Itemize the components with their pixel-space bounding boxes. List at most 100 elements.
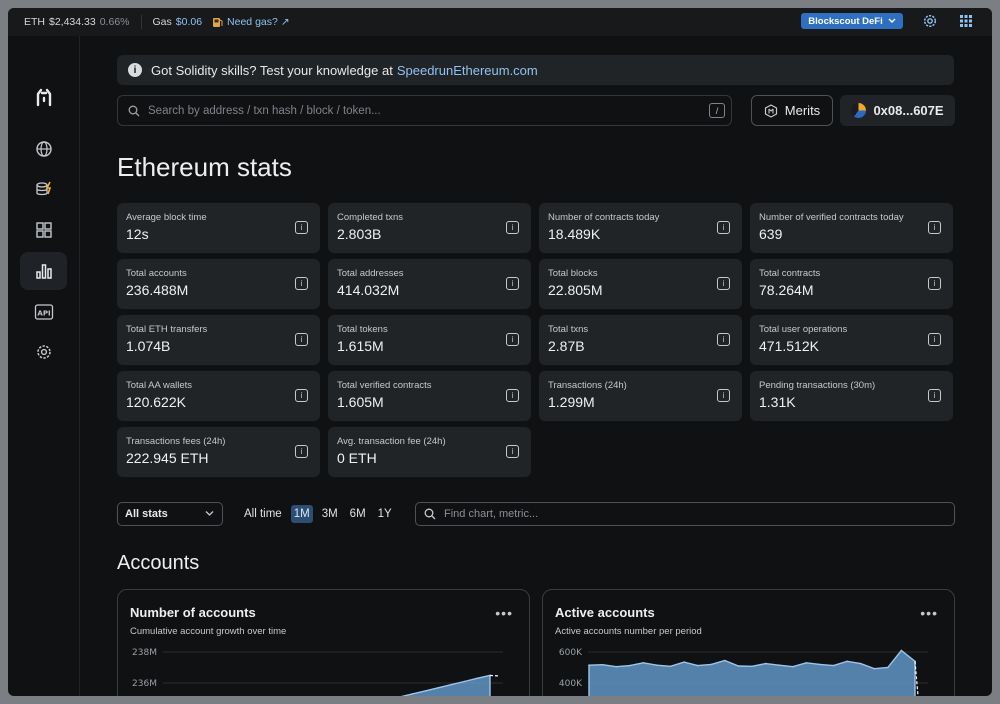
data-point <box>846 660 848 663</box>
stat-card: Completed txns 2.803B i <box>328 203 531 253</box>
chart-card-accounts[interactable]: 238M236MBlockscout Number of accounts Cu… <box>117 589 530 696</box>
merits-label: Merits <box>784 103 821 118</box>
chevron-down-icon <box>888 18 896 23</box>
data-point <box>724 659 726 662</box>
stat-value: 222.945 ETH <box>126 450 209 466</box>
gear-icon[interactable] <box>20 333 67 371</box>
stat-label: Total tokens <box>337 324 388 335</box>
stat-label: Transactions fees (24h) <box>126 436 226 447</box>
select-value: All stats <box>125 508 168 520</box>
stat-label: Total user operations <box>759 324 848 335</box>
api-icon[interactable]: API <box>20 293 67 331</box>
incomplete-period-line <box>489 674 501 677</box>
globe-icon[interactable] <box>20 130 67 168</box>
stat-card: Transactions fees (24h) 222.945 ETH i <box>117 427 320 477</box>
period-tab[interactable]: 1Y <box>377 508 392 520</box>
search-input[interactable] <box>148 104 688 117</box>
data-point <box>710 663 713 666</box>
stat-value: 1.074B <box>126 338 171 354</box>
wallet-button[interactable]: 0x08...607E <box>840 95 955 126</box>
stat-label: Avg. transaction fee (24h) <box>337 436 446 447</box>
area-series <box>400 674 491 696</box>
incomplete-period-line <box>914 661 919 696</box>
info-icon[interactable]: i <box>506 221 519 234</box>
search-icon <box>424 508 436 520</box>
chart-menu-button[interactable]: ••• <box>495 605 513 621</box>
data-point <box>588 664 590 666</box>
data-point <box>412 693 414 695</box>
info-icon[interactable]: i <box>717 389 730 402</box>
stat-label: Total blocks <box>548 268 598 279</box>
find-chart-input[interactable] <box>444 508 924 520</box>
period-tab[interactable]: 6M <box>349 508 366 520</box>
stat-card: Total verified contracts 1.605M i <box>328 371 531 421</box>
stat-label: Total contracts <box>759 268 821 279</box>
stat-card: Total addresses 414.032M i <box>328 259 531 309</box>
find-chart-field[interactable] <box>415 502 955 526</box>
data-point <box>615 665 617 668</box>
data-point <box>805 662 808 664</box>
chart-icon[interactable] <box>20 252 67 290</box>
chart-title: Number of accounts <box>130 605 256 620</box>
y-tick-label: 600K <box>559 648 583 658</box>
stat-card: Number of contracts today 18.489K i <box>539 203 742 253</box>
eth-label: ETH <box>24 16 45 28</box>
period-tab[interactable]: All time <box>244 508 282 520</box>
info-icon[interactable]: i <box>295 445 308 458</box>
search-icon <box>128 105 140 116</box>
coins-icon[interactable] <box>20 170 67 208</box>
stat-card: Total user operations 471.512K i <box>750 315 953 365</box>
info-icon[interactable]: i <box>295 333 308 346</box>
merits-button[interactable]: Merits <box>751 95 833 126</box>
divider <box>140 15 142 29</box>
logo-icon[interactable] <box>20 78 67 116</box>
svg-text:API: API <box>37 310 50 318</box>
gas-price[interactable]: $0.06 <box>175 16 203 28</box>
grid-icon[interactable] <box>20 211 67 249</box>
stat-label: Number of verified contracts today <box>759 212 904 223</box>
info-icon[interactable]: i <box>717 277 730 290</box>
period-tab[interactable]: 3M <box>321 508 338 520</box>
stat-value: 1.31K <box>759 394 796 410</box>
info-icon[interactable]: i <box>717 333 730 346</box>
gas-label: Gas <box>152 16 172 28</box>
stat-value: 2.803B <box>337 226 382 242</box>
stat-card: Total txns 2.87B i <box>539 315 742 365</box>
stat-card: Average block time 12s i <box>117 203 320 253</box>
info-icon[interactable]: i <box>928 389 941 402</box>
y-tick-label: 400K <box>559 679 583 689</box>
info-icon[interactable]: i <box>295 221 308 234</box>
stats-category-select[interactable]: All stats <box>117 502 223 526</box>
info-icon[interactable]: i <box>717 221 730 234</box>
search-bar[interactable]: / <box>117 95 732 126</box>
chart-menu-button[interactable]: ••• <box>920 605 938 621</box>
stat-label: Total txns <box>548 324 589 335</box>
chart-card-active-accounts[interactable]: 600K400KBlockscout Active accounts Activ… <box>542 589 955 696</box>
info-icon[interactable]: i <box>928 221 941 234</box>
chart-title: Active accounts <box>555 605 655 620</box>
info-icon[interactable]: i <box>295 277 308 290</box>
apps-grid-icon[interactable] <box>958 13 974 29</box>
info-icon[interactable]: i <box>295 389 308 402</box>
period-tab[interactable]: 1M <box>290 505 313 523</box>
info-icon[interactable]: i <box>928 333 941 346</box>
info-icon[interactable]: i <box>506 333 519 346</box>
data-point <box>832 664 835 667</box>
app-window: ETH $2,434.33 0.66% Gas $0.06 Need gas? … <box>8 8 992 696</box>
stat-value: 0 ETH <box>337 450 377 466</box>
chart-filters: All stats All time 1M 3M 6M 1Y <box>117 502 955 527</box>
banner-link[interactable]: SpeedrunEthereum.com <box>396 62 538 78</box>
external-link-icon: ↗ <box>280 16 290 28</box>
need-gas-link[interactable]: Need gas? <box>227 16 278 28</box>
network-button[interactable]: Blockscout DeFi <box>801 13 903 29</box>
stat-value: 2.87B <box>548 338 585 354</box>
merits-icon <box>764 103 777 118</box>
info-icon[interactable]: i <box>506 277 519 290</box>
info-icon[interactable]: i <box>928 277 941 290</box>
stat-value: 414.032M <box>337 282 400 298</box>
info-icon[interactable]: i <box>506 445 519 458</box>
stat-label: Transactions (24h) <box>548 380 627 391</box>
gear-icon[interactable] <box>922 13 938 29</box>
wallet-address: 0x08...607E <box>873 103 944 118</box>
info-icon[interactable]: i <box>506 389 519 402</box>
